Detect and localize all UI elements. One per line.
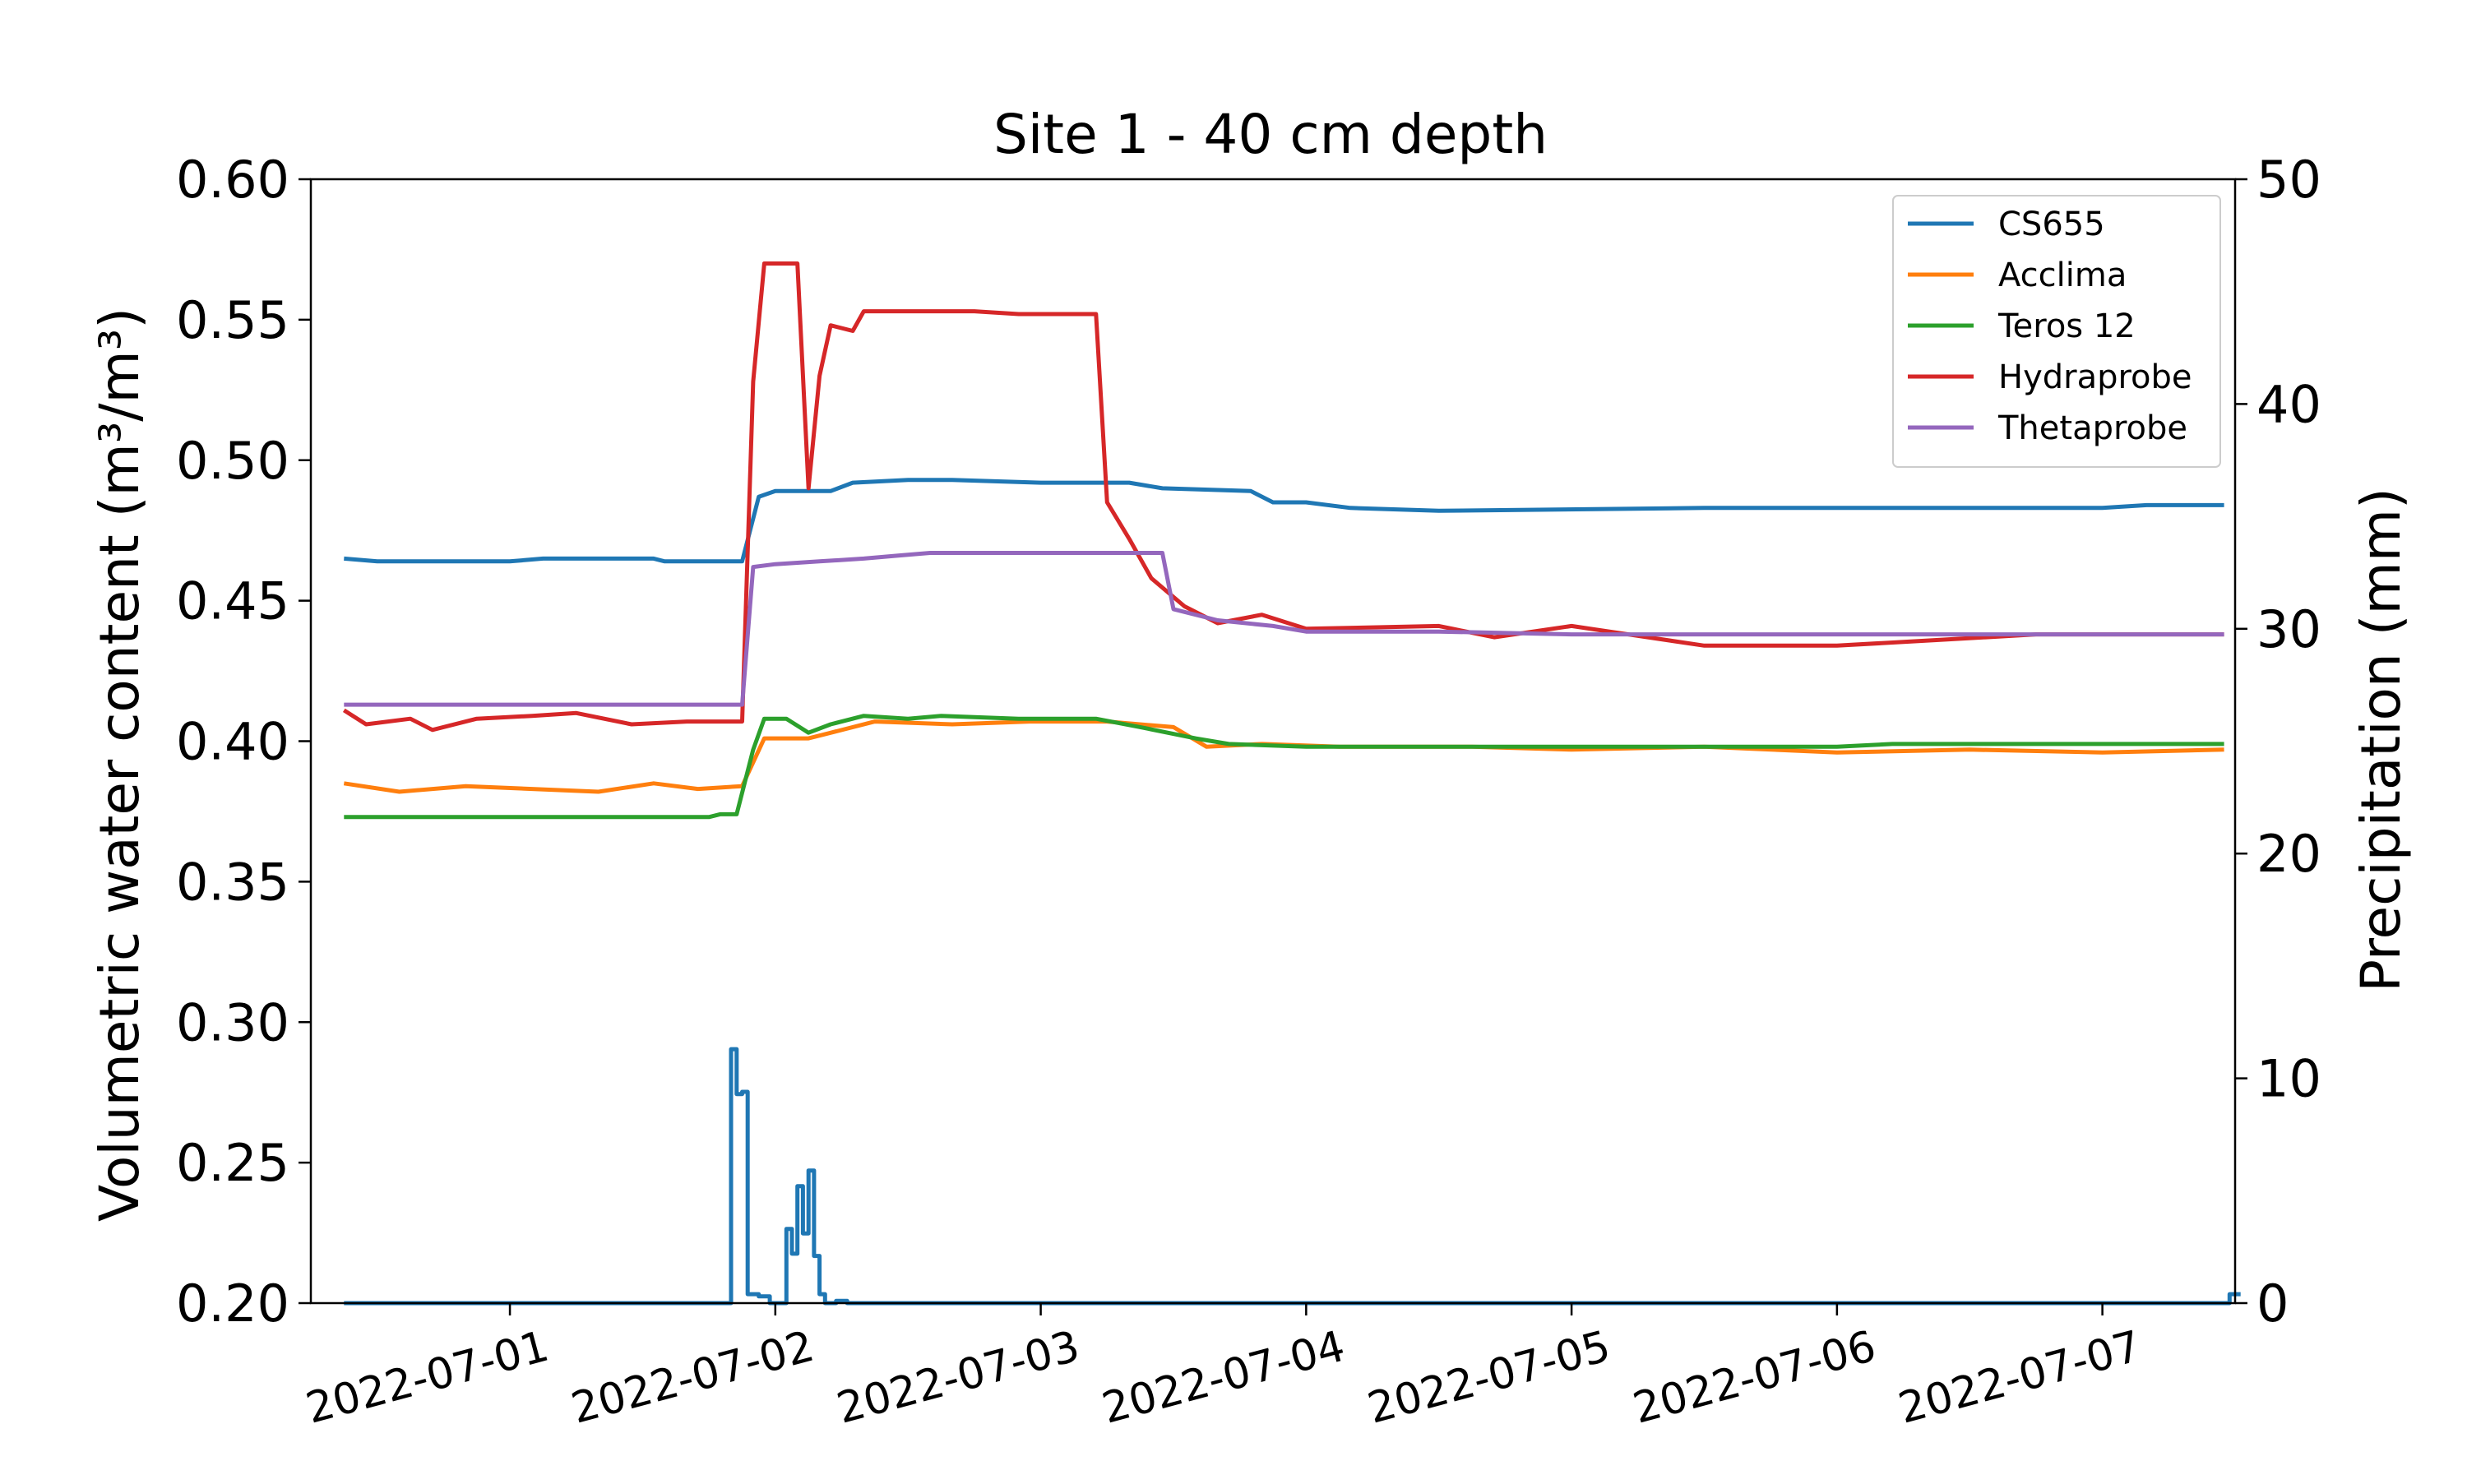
y-tick-label-left: 0.50 — [176, 431, 289, 491]
y-tick-label-right: 50 — [2256, 150, 2321, 210]
x-tick-label: 2022-07-04 — [1097, 1322, 1349, 1434]
legend-label-hydraprobe: Hydraprobe — [1998, 358, 2192, 396]
series-line-hydraprobe — [342, 261, 2224, 733]
series-line-cs655 — [344, 478, 2224, 564]
legend-label-thetaprobe: Thetaprobe — [1997, 409, 2187, 447]
series-line-teros-12 — [344, 714, 2224, 820]
y-tick-label-right: 10 — [2256, 1049, 2321, 1109]
x-tick-label: 2022-07-01 — [301, 1322, 553, 1434]
series-layer — [342, 261, 2241, 1306]
y-axis-label-right: Precipitation (mm) — [2349, 488, 2413, 992]
y-tick-label-left: 0.40 — [176, 712, 289, 772]
x-tick-label: 2022-07-02 — [567, 1322, 819, 1434]
y-tick-label-left: 0.45 — [176, 571, 289, 631]
y-tick-label-left: 0.30 — [176, 992, 289, 1052]
x-tick-label: 2022-07-07 — [1894, 1322, 2146, 1434]
legend-label-teros-12: Teros 12 — [1997, 307, 2136, 345]
legend: CS655 Acclima Teros 12 Hydraprobe Thetaprobe — [1892, 195, 2221, 468]
y-axis-label-left: Volumetric water content (m³/m³) — [88, 307, 151, 1222]
series-line-thetaprobe — [344, 551, 2224, 707]
y-tick-label-left: 0.55 — [176, 290, 289, 350]
series-line-precipitation — [344, 1047, 2241, 1306]
x-tick-label: 2022-07-06 — [1628, 1322, 1881, 1434]
y-tick-label-right: 0 — [2256, 1274, 2289, 1334]
y-tick-label-right: 30 — [2256, 599, 2321, 659]
y-tick-label-left: 0.60 — [176, 150, 289, 210]
x-tick-label: 2022-07-03 — [832, 1322, 1085, 1434]
legend-label-acclima: Acclima — [1998, 257, 2127, 294]
y-tick-label-left: 0.25 — [176, 1133, 289, 1193]
y-tick-label-left: 0.35 — [176, 852, 289, 912]
y-tick-label-right: 20 — [2256, 824, 2321, 884]
legend-box — [1892, 195, 2221, 468]
y-tick-label-left: 0.20 — [176, 1274, 289, 1334]
x-tick-label: 2022-07-05 — [1363, 1322, 1615, 1434]
chart-title: Site 1 - 40 cm depth — [993, 103, 1548, 166]
series-line-acclima — [343, 719, 2224, 794]
legend-label-cs655: CS655 — [1998, 206, 2105, 243]
y-tick-label-right: 40 — [2256, 374, 2321, 434]
